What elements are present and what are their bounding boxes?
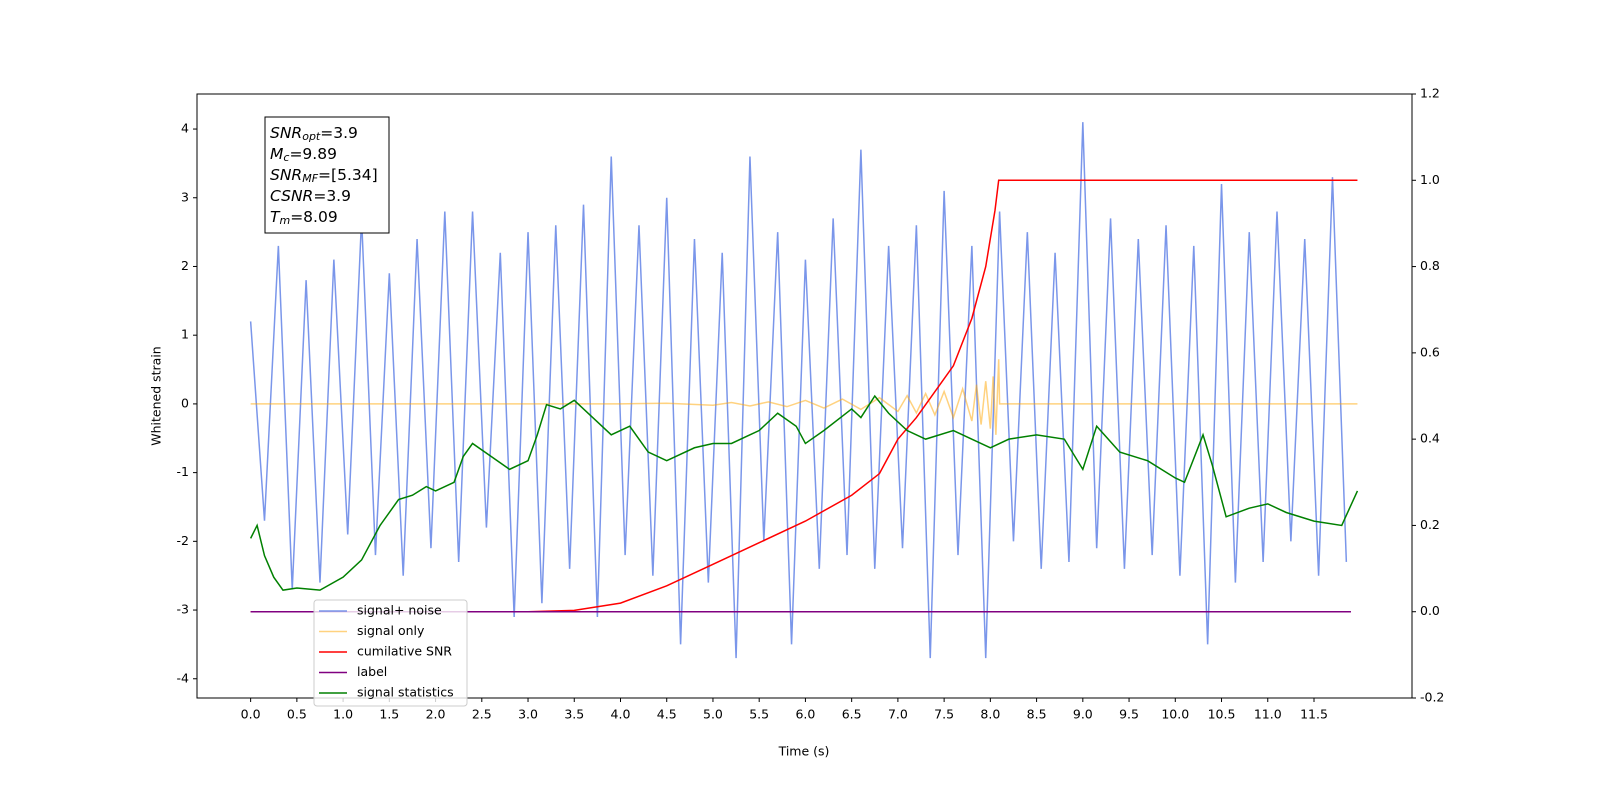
x-tick-label: 5.5: [749, 707, 769, 722]
annotation-line: Tm=8.09: [270, 208, 338, 228]
annotation-box: SNRopt=3.9Mc=9.89SNRMF=[5.34]CSNR=3.9Tm=…: [264, 116, 390, 234]
y-tick-label: 2: [181, 258, 189, 273]
legend-label: cumilative SNR: [357, 644, 452, 659]
annotation-subscript: m: [279, 214, 290, 227]
y-tick-label: 3: [181, 189, 189, 204]
annotation-symbol: SNR: [270, 124, 302, 142]
y-tick-label: -2: [177, 533, 189, 548]
annotation-value: =3.9: [320, 124, 358, 142]
annotation-line: Mc=9.89: [270, 145, 337, 165]
x-tick-label: 2.5: [472, 707, 492, 722]
legend-frame: [313, 599, 468, 707]
x-tick-label: 10.5: [1208, 707, 1236, 722]
y-tick-label: -4: [177, 670, 190, 685]
plot-frame: [196, 93, 1413, 699]
annotation-line: SNRopt=3.9: [270, 124, 358, 144]
annotation-value: =9.89: [289, 145, 337, 163]
annotation-symbol: CSNR: [270, 187, 313, 205]
y2-tick-label: 0.2: [1420, 517, 1440, 532]
x-tick-label: 9.5: [1119, 707, 1139, 722]
annotation-frame: [264, 116, 390, 234]
annotation-symbol: T: [270, 208, 281, 226]
annotation-symbol: M: [270, 145, 283, 163]
y2-tick-label: 0.4: [1420, 431, 1440, 446]
y2-tick-label: 0.8: [1420, 258, 1440, 273]
y-tick-label: 1: [181, 327, 189, 342]
annotation-subscript: c: [283, 151, 289, 164]
x-tick-label: 0.5: [287, 707, 307, 722]
y2-tick-label: 0.0: [1420, 603, 1440, 618]
x-tick-label: 4.0: [611, 707, 631, 722]
annotation-subscript: opt: [302, 130, 321, 143]
x-tick-label: 1.5: [379, 707, 399, 722]
series-line: [250, 359, 1358, 435]
annotation-symbol: SNR: [270, 166, 302, 184]
y2-tick-label: -0.2: [1420, 690, 1444, 705]
x-tick-label: 3.0: [518, 707, 538, 722]
legend: signal+ noise signal only cumilative SNR la…: [313, 599, 468, 707]
y-tick-label: -1: [177, 464, 189, 479]
legend-label: signal+ noise: [357, 603, 442, 618]
annotation-value: =3.9: [313, 187, 351, 205]
annotation-line: SNRMF=[5.34]: [270, 166, 378, 186]
x-tick-label: 1.0: [333, 707, 353, 722]
x-tick-label: 5.0: [703, 707, 723, 722]
y-tick-label: 0: [181, 395, 189, 410]
series-line: [249, 394, 1359, 591]
series-line: [250, 179, 1358, 613]
x-tick-label: 7.0: [888, 707, 908, 722]
x-tick-label: 6.5: [842, 707, 862, 722]
legend-label: label: [357, 664, 387, 679]
x-tick-label: 8.5: [1027, 707, 1047, 722]
legend-label: signal statistics: [357, 685, 454, 700]
x-tick-label: 6.0: [795, 707, 815, 722]
y2-tick-label: 0.6: [1420, 344, 1440, 359]
x-tick-label: 7.5: [934, 707, 954, 722]
x-tick-label: 11.5: [1300, 707, 1328, 722]
x-tick-label: 0.0: [241, 707, 261, 722]
legend-label: signal only: [357, 623, 425, 638]
annotation-line: CSNR=3.9: [270, 187, 351, 205]
x-tick-label: 9.0: [1073, 707, 1093, 722]
x-axis-label: Time (s): [778, 744, 830, 759]
y-axis-label: Whitened strain: [149, 346, 164, 445]
y-tick-label: -3: [177, 602, 189, 617]
series-line: [249, 122, 1348, 659]
x-tick-label: 3.5: [564, 707, 584, 722]
y2-tick-label: 1.2: [1420, 86, 1440, 101]
x-tick-label: 11.0: [1254, 707, 1282, 722]
x-tick-label: 8.0: [980, 707, 1000, 722]
y-tick-label: 4: [181, 121, 189, 136]
x-tick-label: 10.0: [1161, 707, 1189, 722]
x-tick-label: 2.0: [426, 707, 446, 722]
x-tick-label: 4.5: [657, 707, 677, 722]
annotation-value: =8.09: [290, 208, 338, 226]
annotation-value: =[5.34]: [318, 166, 378, 184]
y2-tick-label: 1.0: [1420, 172, 1440, 187]
annotation-subscript: MF: [302, 172, 318, 185]
